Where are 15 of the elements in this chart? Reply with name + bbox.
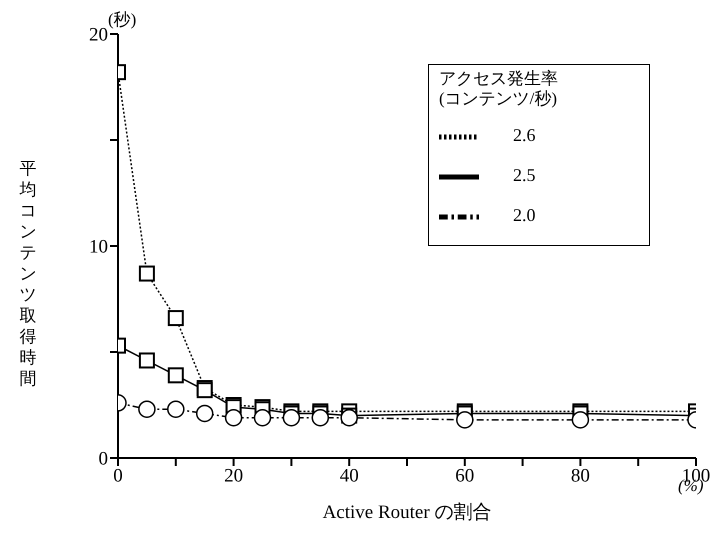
x-tick-label: 60 xyxy=(455,465,474,486)
legend-label: 2.5 xyxy=(513,164,536,185)
y-tick-label: 20 xyxy=(89,24,108,46)
y-tick-label: 10 xyxy=(89,236,108,258)
text: (秒) xyxy=(108,9,136,31)
legend-label: 2.6 xyxy=(513,124,536,145)
x-axis-title: Active Router の割合 xyxy=(322,502,492,523)
x-tick-label: 80 xyxy=(570,465,590,486)
legend-label: 2.0 xyxy=(513,204,536,225)
text: 平均コンテンツ取得時間 xyxy=(20,159,36,388)
legend-title: アクセス発生率 (コンテンツ/秒) xyxy=(439,69,559,109)
x-tick-label: 20 xyxy=(224,465,244,486)
x-tick-label: 0 xyxy=(113,465,123,486)
x-tick-label: 40 xyxy=(340,465,359,486)
y-tick-label: 0 xyxy=(98,448,108,470)
